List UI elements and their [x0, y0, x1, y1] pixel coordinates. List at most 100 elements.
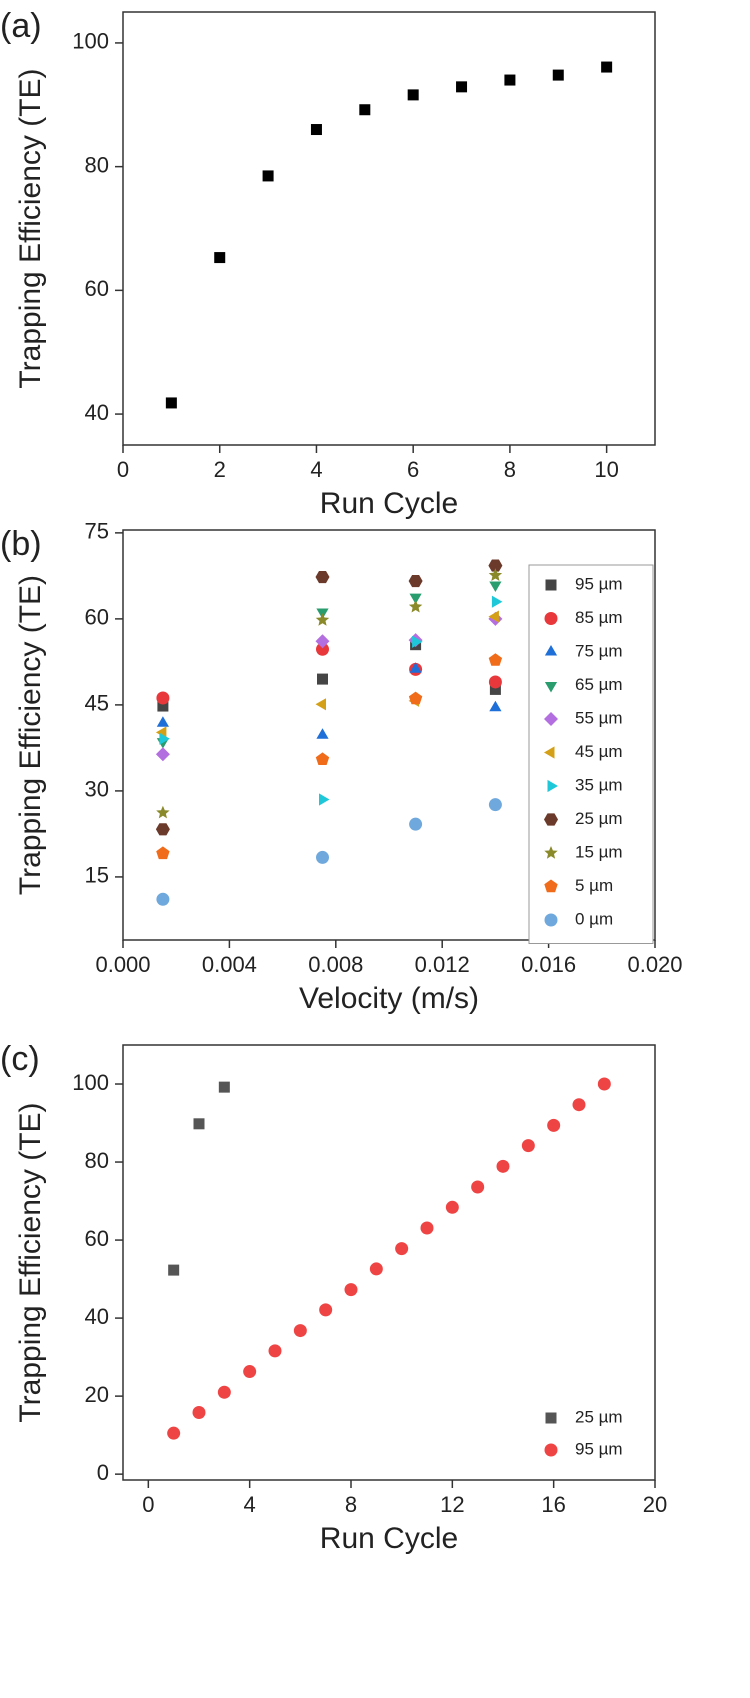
x-tick-label: 8: [345, 1492, 357, 1517]
point: [214, 252, 226, 264]
legend-marker: [544, 682, 558, 693]
point: [310, 124, 322, 136]
y-axis-label: Trapping Efficiency (TE): [14, 68, 47, 388]
x-tick-label: 4: [244, 1492, 256, 1517]
legend-label: 35 µm: [575, 775, 623, 794]
legend-label: 25 µm: [575, 809, 623, 828]
point: [547, 1118, 561, 1132]
y-tick-label: 60: [85, 1226, 109, 1251]
point: [488, 610, 499, 623]
point: [489, 581, 502, 592]
point: [395, 1242, 409, 1256]
point: [192, 1406, 206, 1420]
point: [488, 653, 503, 666]
legend-marker: [545, 1412, 557, 1424]
point: [344, 1283, 358, 1297]
x-axis-label: Velocity (m/s): [299, 982, 479, 1015]
point: [319, 793, 330, 806]
x-tick-label: 0.012: [415, 952, 470, 977]
point: [601, 61, 613, 73]
point: [156, 716, 169, 727]
point: [156, 846, 170, 860]
point: [315, 613, 330, 626]
legend-marker: [544, 645, 558, 656]
point: [218, 1081, 230, 1093]
point: [315, 634, 330, 649]
y-tick-label: 80: [85, 1148, 109, 1173]
panel-label: (c): [0, 1040, 40, 1078]
point: [315, 571, 330, 584]
point: [489, 683, 501, 695]
x-tick-label: 0: [142, 1492, 154, 1517]
point: [409, 593, 422, 605]
legend-label: 25 µm: [575, 1407, 623, 1426]
point: [156, 691, 170, 705]
point: [157, 700, 169, 712]
x-tick-label: 10: [594, 457, 618, 482]
point: [156, 892, 170, 906]
point: [315, 752, 330, 765]
legend-label: 55 µm: [575, 708, 623, 727]
legend-marker: [544, 879, 558, 893]
legend-marker: [544, 846, 558, 859]
x-tick-label: 20: [643, 1492, 667, 1517]
y-tick-label: 40: [85, 1304, 109, 1329]
y-tick-label: 80: [85, 152, 109, 177]
y-tick-label: 30: [85, 777, 109, 802]
legend-marker: [544, 913, 558, 927]
x-tick-label: 0: [117, 457, 129, 482]
point: [156, 805, 170, 819]
x-tick-label: 8: [504, 457, 516, 482]
point: [491, 595, 503, 608]
legend-label: 95 µm: [575, 574, 623, 593]
point: [159, 732, 170, 745]
point: [262, 170, 274, 182]
panel-label: (b): [0, 525, 42, 563]
y-axis-label: Trapping Efficiency (TE): [14, 575, 47, 895]
y-tick-label: 100: [72, 29, 109, 54]
legend-marker: [544, 746, 555, 759]
y-tick-label: 0: [97, 1460, 109, 1485]
point: [445, 1200, 459, 1214]
legend-marker: [544, 813, 558, 826]
point: [193, 1118, 205, 1130]
x-tick-label: 12: [440, 1492, 464, 1517]
point: [155, 823, 170, 836]
x-tick-label: 0.016: [521, 952, 576, 977]
point: [521, 1139, 535, 1153]
point: [316, 728, 329, 739]
point: [165, 397, 177, 409]
point: [167, 1426, 181, 1440]
legend-marker: [544, 712, 558, 726]
point: [597, 1077, 611, 1091]
x-tick-label: 2: [214, 457, 226, 482]
point: [412, 635, 423, 648]
point: [456, 81, 468, 93]
point: [489, 700, 502, 712]
legend-marker: [544, 1443, 558, 1457]
legend-marker: [547, 779, 558, 793]
point: [420, 1221, 434, 1235]
y-tick-label: 40: [85, 400, 109, 425]
point: [496, 1159, 510, 1173]
point: [359, 104, 371, 116]
point: [488, 568, 503, 581]
legend-label: 45 µm: [575, 742, 623, 761]
point: [315, 698, 326, 711]
point: [317, 673, 328, 685]
point: [409, 817, 423, 831]
plot-frame: [122, 1044, 656, 1481]
point: [488, 798, 502, 812]
point: [319, 1303, 333, 1317]
legend-marker: [544, 612, 558, 625]
x-tick-label: 4: [310, 457, 322, 482]
x-tick-label: 0.008: [308, 952, 363, 977]
plot-frame: [122, 11, 656, 446]
point: [408, 599, 423, 613]
legend-label: 95 µm: [575, 1439, 623, 1458]
point: [471, 1180, 485, 1194]
point: [316, 642, 329, 656]
point: [217, 1385, 231, 1399]
y-tick-label: 60: [85, 276, 109, 301]
